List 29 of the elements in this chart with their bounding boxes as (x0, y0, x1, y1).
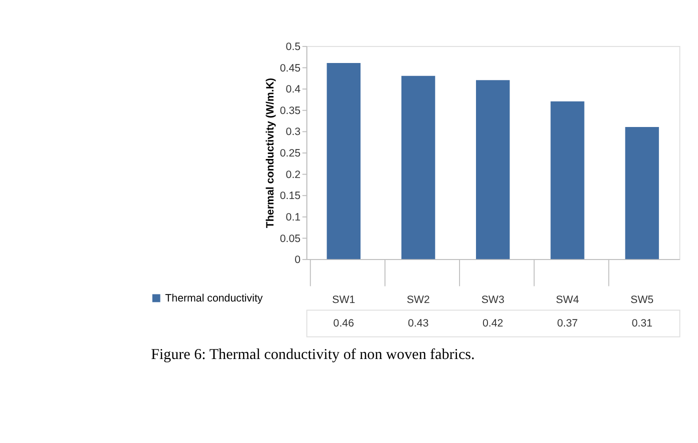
y-tick-label: 0.35 (280, 104, 301, 117)
data-label: 0.37 (557, 318, 578, 330)
y-tick-label: 0.1 (286, 211, 301, 224)
x-tick-label: SW5 (630, 294, 654, 306)
data-label: 0.43 (408, 318, 429, 330)
y-tick-label: 0.15 (280, 190, 301, 202)
caption: Figure 6: Thermal conductivity of non woven fabrics. (150, 347, 475, 364)
y-tick-label: 0.3 (286, 126, 301, 138)
x-tick-label: SW4 (556, 294, 580, 306)
y-tick-label: 0 (294, 254, 301, 266)
legend-label: Thermal conductivity (165, 292, 264, 305)
x-tick-label: SW2 (406, 294, 430, 306)
y-tick-label: 0.25 (280, 148, 301, 160)
data-label: 0.31 (632, 318, 652, 330)
y-tick-label: 0.05 (280, 232, 301, 245)
bar (550, 101, 584, 260)
data-label: 0.42 (482, 318, 504, 330)
data-label: 0.46 (333, 318, 354, 330)
y-tick-label: 0.45 (280, 62, 301, 74)
bar (401, 76, 436, 260)
x-tick-label: SW3 (481, 294, 504, 306)
y-tick-label: 0.4 (286, 84, 301, 96)
bar (625, 126, 659, 260)
y-axis-title: Thermal conductivity (W/m.K) (264, 77, 277, 228)
y-tick-label: 0.2 (286, 168, 301, 181)
y-tick-label: 0.5 (286, 40, 301, 53)
bar (476, 80, 510, 260)
x-tick-label: SW1 (332, 294, 356, 306)
bar (326, 63, 361, 260)
